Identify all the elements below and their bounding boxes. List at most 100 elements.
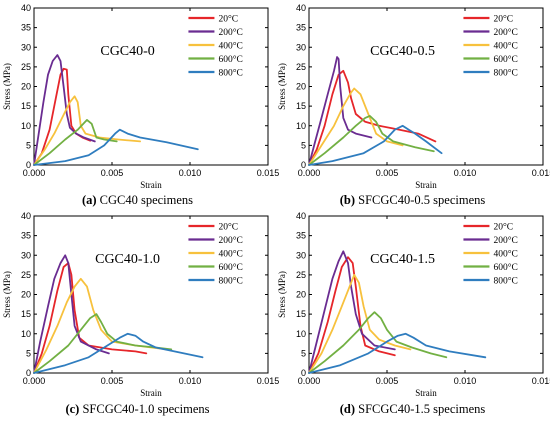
legend-label: 200°C [493,235,517,246]
series-line-600c [33,313,173,374]
legend-label: 800°C [493,276,517,287]
series-line-600c [308,311,448,374]
x-tick-label: 0.010 [454,376,477,386]
caption-b-text: SFCGC40-0.5 specimens [355,193,486,207]
y-tick-label: 30 [21,250,31,260]
legend-label: 400°C [218,41,242,52]
y-axis-title: Stress (MPa) [277,63,287,110]
y-tick-label: 20 [21,82,31,92]
series-line-400c [308,274,412,374]
y-tick-label: 20 [296,290,306,300]
series-line-200c [33,254,110,374]
y-tick-label: 0 [26,368,31,378]
chart-panel-a: 0 5 10 15 20 25 30 35 40 0.000 0.005 0.010 0.015 Stra… [0,0,279,192]
series-line-800c [33,332,204,374]
legend-label: 20°C [493,14,513,25]
x-tick-label: 0.015 [257,376,280,386]
legend-label: 600°C [493,262,517,273]
legend-label: 400°C [493,249,517,260]
x-axis-title: Strain [415,180,437,190]
x-tick-label: 0.005 [101,168,124,178]
y-tick-label: 5 [301,348,306,358]
chart-svg-d: 0 5 10 15 20 25 30 35 40 0.000 0.005 0.010 0.015 Stra… [277,211,550,398]
y-tick-label: 5 [26,348,31,358]
x-tick-label: 0.015 [532,168,550,178]
legend-label: 200°C [218,235,242,246]
panel-label: CGC40-1.5 [370,252,435,267]
series-line-600c [308,115,435,166]
y-tick-label: 10 [21,121,31,131]
x-tick-label: 0.005 [376,168,399,178]
x-tick-label: 0.015 [257,168,280,178]
y-tick-label: 40 [21,211,31,221]
legend-label: 800°C [493,68,517,79]
y-tick-label: 30 [296,42,306,52]
series-line-20c [308,256,396,374]
x-axis-title: Strain [140,180,162,190]
legend-label: 20°C [493,222,513,233]
caption-a: (a) CGC40 specimens [0,193,275,208]
y-tick-label: 35 [21,23,31,33]
series-line-800c [308,332,487,374]
y-tick-label: 20 [21,290,31,300]
legend-label: 200°C [218,27,242,38]
y-tick-label: 5 [26,140,31,150]
legend-label: 200°C [493,27,517,38]
x-tick-label: 0.000 [298,376,321,386]
caption-c-text: SFCGC40-1.0 specimens [79,402,210,416]
x-axis-title: Strain [140,388,162,398]
series-line-200c [33,54,96,166]
y-tick-label: 30 [21,42,31,52]
y-tick-label: 25 [296,62,306,72]
y-tick-label: 30 [296,250,306,260]
y-tick-label: 15 [21,101,31,111]
panel-label: CGC40-0.5 [370,44,435,59]
x-tick-label: 0.000 [23,168,46,178]
legend-label: 20°C [218,14,238,25]
caption-d-text: SFCGC40-1.5 specimens [355,402,486,416]
legend-label: 800°C [218,276,242,287]
y-axis-title: Stress (MPa) [2,63,12,110]
caption-b: (b) SFCGC40-0.5 specimens [275,193,550,208]
series-line-400c [33,277,168,374]
series-line-400c [308,87,404,166]
caption-a-text: CGC40 specimens [96,193,194,207]
panel-label: CGC40-0 [100,44,154,59]
y-axis-title: Stress (MPa) [2,271,12,318]
caption-c: (c) SFCGC40-1.0 specimens [0,402,275,417]
series-line-800c [33,128,199,166]
caption-d-id: (d) [339,402,356,416]
y-tick-label: 20 [296,82,306,92]
y-tick-label: 0 [301,160,306,170]
y-tick-label: 10 [296,121,306,131]
y-tick-label: 35 [296,23,306,33]
series-line-200c [308,56,373,166]
x-tick-label: 0.010 [179,376,202,386]
x-axis-title: Strain [415,388,437,398]
y-tick-label: 35 [296,231,306,241]
chart-svg-c: 0 5 10 15 20 25 30 35 40 0.000 0.005 0.010 0.015 Stra… [2,211,279,398]
caption-d: (d) SFCGC40-1.5 specimens [275,402,550,417]
caption-a-id: (a) [81,193,97,207]
legend-label: 600°C [218,262,242,273]
x-tick-label: 0.015 [532,376,550,386]
chart-panel-c: 0 5 10 15 20 25 30 35 40 0.000 0.005 0.010 0.015 Stra… [0,208,279,400]
chart-svg-b: 0 5 10 15 20 25 30 35 40 0.000 0.005 0.010 0.015 Stra… [277,3,550,190]
y-tick-label: 40 [296,3,306,13]
series-line-200c [308,250,396,374]
panel-label: CGC40-1.0 [95,252,160,267]
legend-label: 400°C [218,249,242,260]
y-tick-label: 0 [26,160,31,170]
y-tick-label: 40 [296,211,306,221]
series-line-800c [308,124,443,166]
y-tick-label: 10 [296,329,306,339]
legend-label: 400°C [493,41,517,52]
y-tick-label: 15 [296,309,306,319]
legend-label: 800°C [218,68,242,79]
legend-label: 20°C [218,222,238,233]
x-tick-label: 0.005 [101,376,124,386]
x-tick-label: 0.010 [179,168,202,178]
x-tick-label: 0.005 [376,376,399,386]
y-tick-label: 10 [21,329,31,339]
y-axis-title: Stress (MPa) [277,271,287,318]
